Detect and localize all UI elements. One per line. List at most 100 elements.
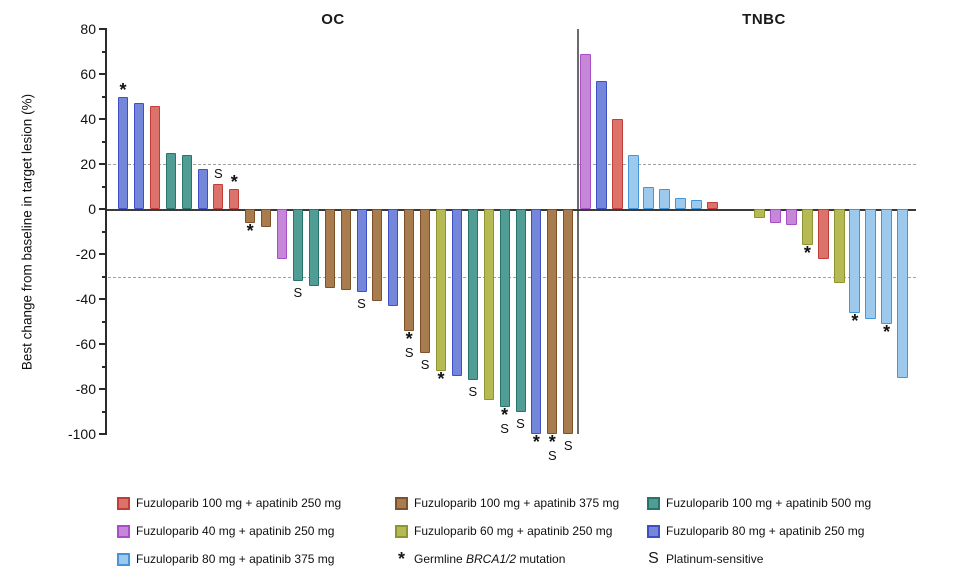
- bar-annotation: *: [527, 432, 545, 452]
- platinum-sensitive-s: S: [516, 415, 525, 431]
- bar: [483, 209, 494, 401]
- y-axis-tick-label: -100: [67, 426, 96, 442]
- bar: [690, 200, 702, 209]
- platinum-sensitive-s: S: [468, 384, 478, 399]
- y-axis-tick-label: 40: [80, 111, 96, 127]
- legend-swatch-orchid: [117, 524, 130, 538]
- bar-annotation: * S: [543, 432, 561, 463]
- bar: [292, 209, 303, 281]
- bar: [372, 209, 383, 302]
- bar: [786, 209, 798, 225]
- legend-item: Fuzuloparib 80 mg + apatinib 375 mg: [117, 545, 341, 573]
- y-axis-minor-tick: [102, 95, 107, 98]
- bar: [404, 209, 415, 331]
- y-axis-minor-tick: [102, 365, 107, 368]
- brca-mutation-asterisk: *: [501, 405, 509, 425]
- bar: [420, 209, 431, 353]
- bar: [229, 188, 240, 209]
- platinum-sensitive-s: S: [420, 357, 430, 372]
- legend-label: Fuzuloparib 100 mg + apatinib 375 mg: [414, 496, 620, 510]
- y-axis-major-tick: [99, 208, 107, 210]
- y-axis-major-tick: [99, 253, 107, 255]
- panel-title-oc: OC: [321, 11, 345, 28]
- legend-item: Fuzuloparib 40 mg + apatinib 250 mg: [117, 517, 341, 545]
- y-axis-minor-tick: [102, 410, 107, 413]
- bar: [801, 209, 813, 245]
- bar-annotation: S: [289, 286, 307, 299]
- bar: [118, 96, 128, 209]
- bar: [897, 209, 908, 378]
- legend-swatch-brown: [395, 496, 408, 510]
- platinum-sensitive-s: S: [404, 344, 414, 360]
- bar: [133, 103, 144, 209]
- y-axis-tick-label: -80: [75, 381, 96, 397]
- legend-label: Fuzuloparib 100 mg + apatinib 250 mg: [136, 496, 342, 510]
- reference-line: [108, 276, 916, 278]
- bar-annotation: S: [464, 385, 482, 398]
- y-axis-tick-label: -40: [75, 291, 96, 307]
- bar: [531, 209, 542, 434]
- y-axis-major-tick: [99, 388, 107, 390]
- bar: [659, 188, 671, 209]
- platinum-sensitive-s: S: [547, 448, 557, 463]
- bar: [261, 209, 272, 227]
- legend-label: Fuzuloparib 60 mg + apatinib 250 mg: [414, 524, 613, 538]
- panel-title-tnbc: TNBC: [742, 11, 786, 28]
- bar: [467, 209, 478, 380]
- y-axis-major-tick: [99, 298, 107, 300]
- bar: [770, 209, 782, 223]
- platinum-sensitive-s: S: [500, 421, 509, 436]
- legend-swatch-olive: [395, 524, 408, 538]
- brca-mutation-asterisk: *: [548, 432, 556, 452]
- legend-column: Fuzuloparib 100 mg + apatinib 375 mg Fuzu…: [395, 489, 619, 573]
- legend-item: * Germline BRCA1/2 mutation: [395, 545, 619, 573]
- bar: [849, 209, 861, 313]
- legend-swatch-blueviolet: [647, 524, 660, 538]
- bar: [643, 186, 655, 209]
- bar-annotation: *: [432, 370, 450, 388]
- bar-annotation: S: [512, 417, 530, 430]
- legend-item: Fuzuloparib 100 mg + apatinib 375 mg: [395, 489, 619, 517]
- bar: [595, 80, 607, 209]
- bar: [197, 168, 208, 209]
- legend-column: Fuzuloparib 100 mg + apatinib 250 mg Fuzu…: [117, 489, 341, 573]
- brca-mutation-asterisk: *: [851, 310, 859, 331]
- legend-swatch-teal: [647, 496, 660, 510]
- bar: [754, 209, 766, 218]
- platinum-sensitive-s: S: [293, 285, 303, 300]
- y-axis-major-tick: [99, 118, 107, 120]
- y-axis-minor-tick: [102, 320, 107, 323]
- brca-mutation-asterisk: *: [883, 321, 891, 342]
- legend-label: Fuzuloparib 40 mg + apatinib 250 mg: [136, 524, 335, 538]
- y-axis-minor-tick: [102, 275, 107, 278]
- y-axis-major-tick: [99, 433, 107, 435]
- bar: [515, 209, 526, 412]
- brca-mutation-asterisk: *: [405, 328, 413, 349]
- brca-mutation-asterisk: *: [532, 432, 540, 452]
- legend-label: Fuzuloparib 80 mg + apatinib 375 mg: [136, 552, 335, 566]
- legend-item: Fuzuloparib 80 mg + apatinib 250 mg: [647, 517, 871, 545]
- y-axis-tick-label: 0: [88, 201, 96, 217]
- y-axis-tick-label: -20: [75, 246, 96, 262]
- y-axis-title: Best change from baseline in target lesi…: [19, 93, 35, 371]
- bar: [881, 209, 893, 324]
- bar: [817, 209, 829, 259]
- legend-item: Fuzuloparib 60 mg + apatinib 250 mg: [395, 517, 619, 545]
- y-axis-tick-label: 80: [80, 21, 96, 37]
- bar: [675, 197, 687, 209]
- bar-annotation: * S: [400, 328, 418, 360]
- y-axis-major-tick: [99, 73, 107, 75]
- brca-asterisk-glyph: *: [397, 549, 405, 569]
- bar: [308, 209, 319, 286]
- bar-annotation: *: [846, 310, 864, 331]
- legend: Fuzuloparib 100 mg + apatinib 250 mg Fuzu…: [0, 489, 976, 575]
- bar: [833, 209, 845, 284]
- y-axis-major-tick: [99, 28, 107, 30]
- bar: [388, 209, 399, 306]
- brca-mutation-asterisk: *: [803, 243, 811, 263]
- bar: [340, 209, 351, 290]
- bar-annotation: S: [416, 358, 434, 371]
- bar-annotation: * S: [496, 405, 514, 436]
- y-axis-major-tick: [99, 343, 107, 345]
- legend-label: Fuzuloparib 100 mg + apatinib 500 mg: [666, 496, 872, 510]
